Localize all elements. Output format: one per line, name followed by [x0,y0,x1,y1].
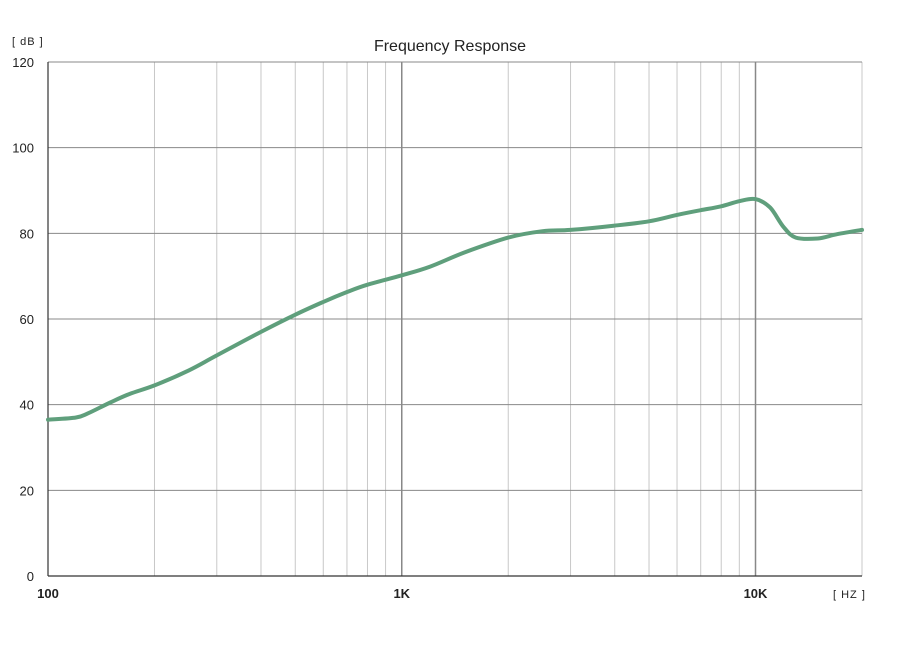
chart-title: Frequency Response [374,38,526,55]
y-tick-label: 60 [20,312,34,327]
grid-layer [48,61,863,576]
y-unit-label: [ dB ] [12,36,44,48]
y-tick-label: 20 [20,483,34,498]
y-tick-label: 80 [20,226,34,241]
x-tick-label: 10K [744,586,768,601]
y-tick-labels: 0 20 40 60 80 100 120 [12,55,34,584]
x-tick-labels: 100 1K 10K [37,586,768,601]
x-tick-label: 1K [393,586,410,601]
y-tick-label: 120 [12,55,34,70]
response-curve [46,196,864,422]
axes-layer [47,62,862,577]
y-tick-label: 40 [20,398,34,413]
y-tick-label: 0 [27,569,34,584]
x-tick-label: 100 [37,586,59,601]
x-unit-label: [ HZ ] [833,589,866,601]
series-layer [46,196,864,422]
y-tick-label: 100 [12,141,34,156]
